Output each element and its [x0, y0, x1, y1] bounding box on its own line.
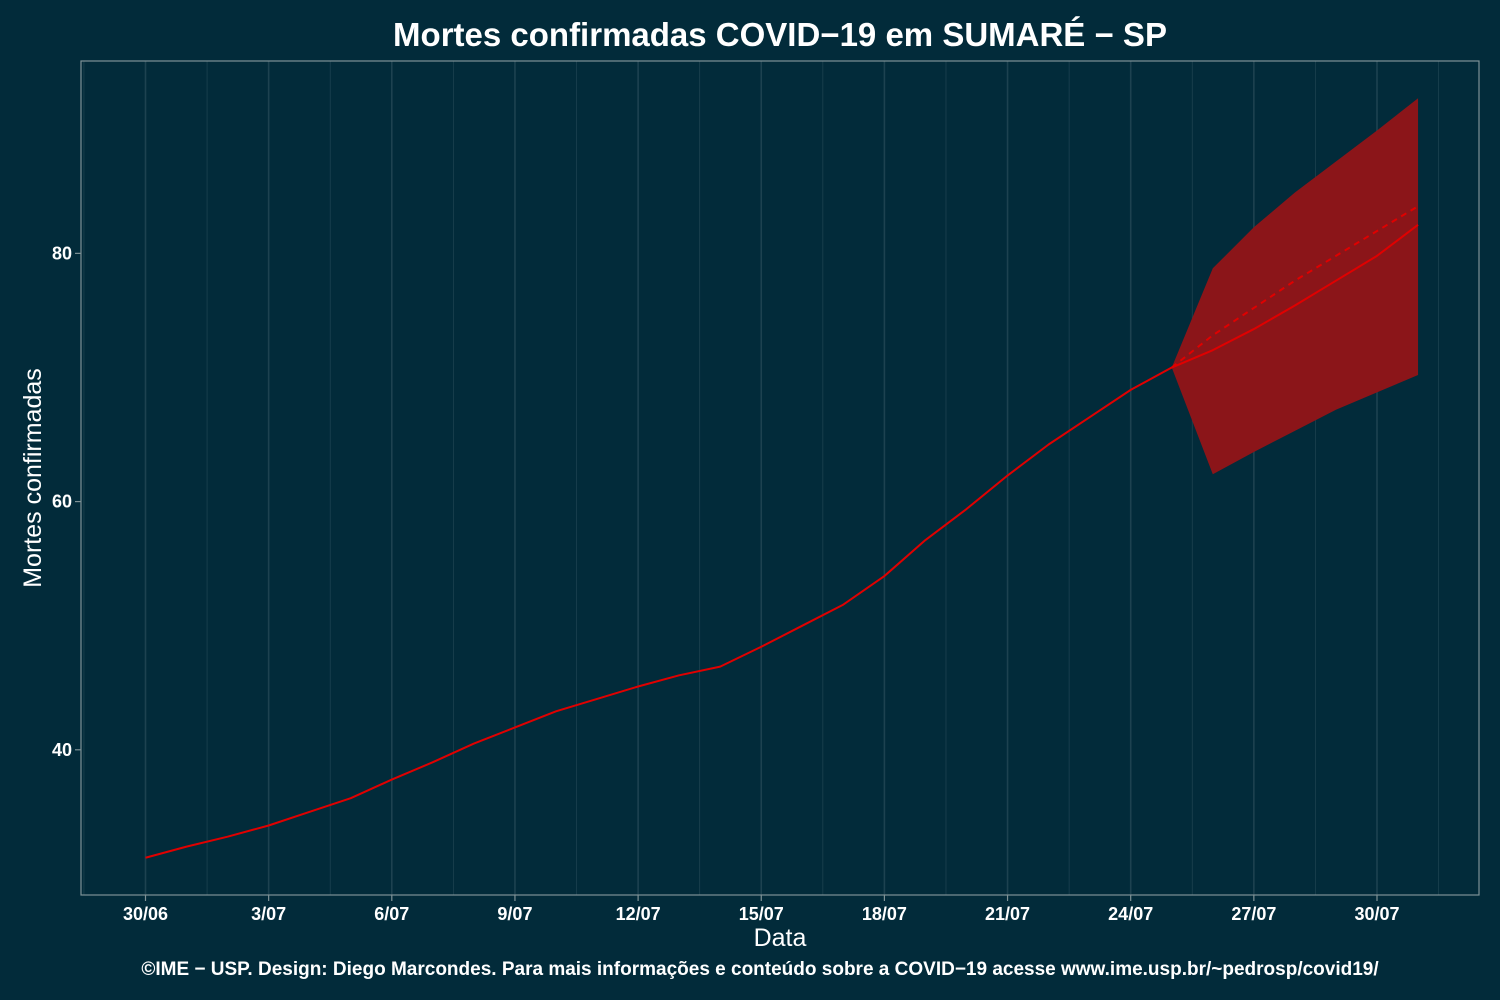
- y-tick-label: 80: [52, 243, 72, 263]
- x-tick-label: 15/07: [739, 904, 784, 924]
- chart-title: Mortes confirmadas COVID−19 em SUMARÉ − …: [393, 16, 1167, 53]
- x-tick-label: 21/07: [985, 904, 1030, 924]
- x-tick-label: 30/07: [1354, 904, 1399, 924]
- plot-background: [81, 61, 1479, 895]
- y-tick-label: 40: [52, 740, 72, 760]
- y-tick-label: 60: [52, 492, 72, 512]
- x-tick-label: 6/07: [374, 904, 409, 924]
- x-tick-label: 3/07: [251, 904, 286, 924]
- series-line-deaths: [145, 224, 1419, 859]
- x-tick-label: 27/07: [1231, 904, 1276, 924]
- x-tick-label: 12/07: [616, 904, 661, 924]
- prediction-band: [1171, 98, 1419, 475]
- x-tick-label: 30/06: [123, 904, 168, 924]
- series-line-dashed: [1171, 205, 1419, 369]
- x-tick-label: 9/07: [497, 904, 532, 924]
- x-axis-title: Data: [754, 924, 807, 952]
- y-axis-title: Mortes confirmadas: [19, 368, 47, 588]
- plot-border: [80, 60, 1480, 896]
- plot-area: 30/06 3/07 6/07 9/07 12/07 15/07 18/07 21/07 24/…: [52, 60, 1480, 924]
- footer-credit: ©IME − USP. Design: Diego Marcondes. Par…: [141, 959, 1379, 980]
- x-tick-label: 24/07: [1108, 904, 1153, 924]
- x-tick-label: 18/07: [862, 904, 907, 924]
